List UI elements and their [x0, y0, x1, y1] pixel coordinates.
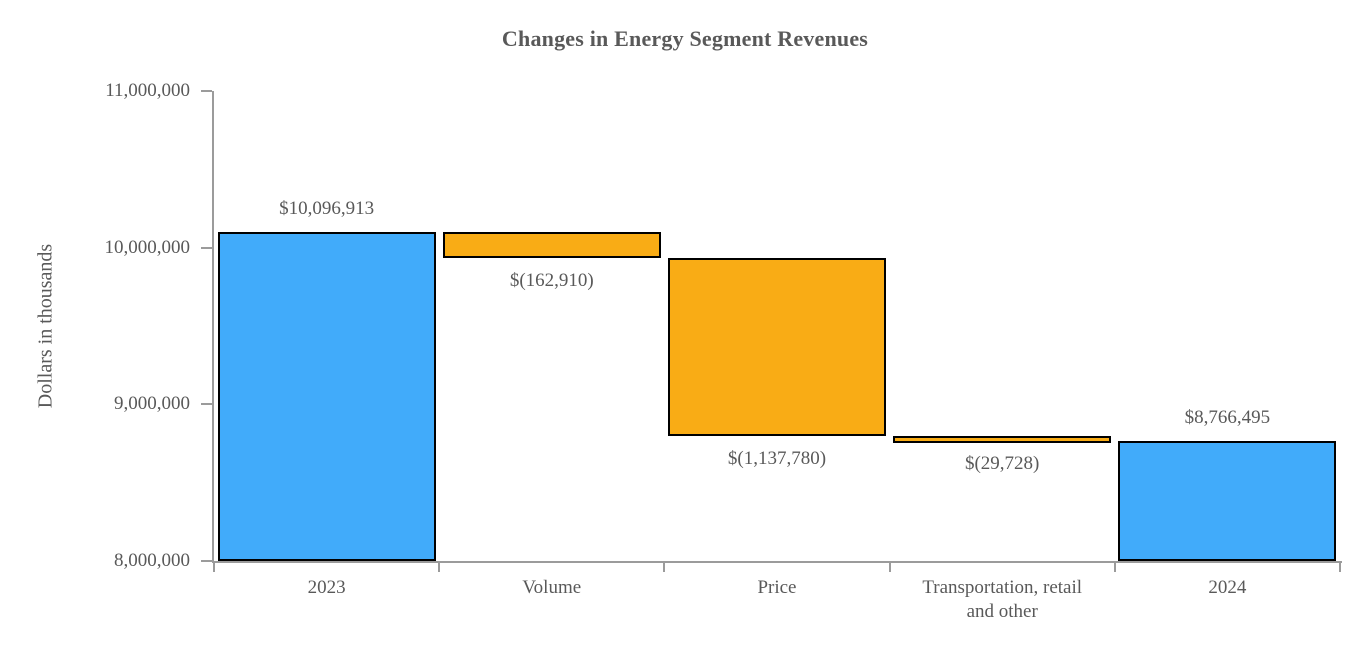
x-tick-mark	[663, 563, 666, 572]
category-label: Transportation, retail and other	[922, 577, 1083, 622]
x-tick-mark	[438, 563, 441, 572]
bar-value-label: $8,766,495	[1184, 406, 1271, 428]
x-tick-mark	[1339, 563, 1341, 572]
x-axis-line	[212, 561, 1342, 563]
x-axis-category-labels: 2023 Volume Price Transportation, retail an…	[214, 576, 1340, 636]
y-axis-line	[212, 91, 214, 563]
y-axis-tick-labels: 8,000,000 9,000,000 10,000,000 11,000,000	[0, 0, 191, 660]
bar-volume	[442, 232, 661, 258]
bar-value-label: $(162,910)	[509, 270, 594, 291]
y-tick-mark	[201, 246, 212, 249]
bar-transportation-retail	[893, 436, 1112, 443]
bar-2024	[1118, 440, 1337, 561]
y-tick-mark	[201, 560, 212, 562]
y-tick-label: 11,000,000	[105, 80, 190, 101]
bar-price	[667, 258, 887, 437]
chart-title: Changes in Energy Segment Revenues	[501, 26, 869, 51]
bar-value-label: $10,096,913	[279, 198, 375, 220]
category-label: Volume	[522, 577, 582, 598]
y-tick-label: 8,000,000	[114, 550, 190, 571]
y-tick-label: 10,000,000	[104, 236, 191, 258]
y-tick-mark	[201, 90, 212, 92]
x-tick-mark	[213, 563, 215, 572]
y-tick-mark	[201, 403, 212, 406]
category-label: 2024	[1208, 577, 1247, 598]
x-tick-mark	[1113, 563, 1116, 572]
x-tick-mark	[888, 563, 891, 572]
bar-2023	[217, 232, 436, 561]
category-label: Price	[757, 577, 797, 598]
y-tick-label: 9,000,000	[114, 393, 190, 415]
bar-value-label: $(29,728)	[964, 452, 1040, 474]
bar-value-label: $(1,137,780)	[727, 448, 827, 470]
category-label: 2023	[307, 577, 346, 598]
plot-area: $10,096,913 $(162,910) $(1,137,780) $(29,72…	[201, 90, 1342, 572]
